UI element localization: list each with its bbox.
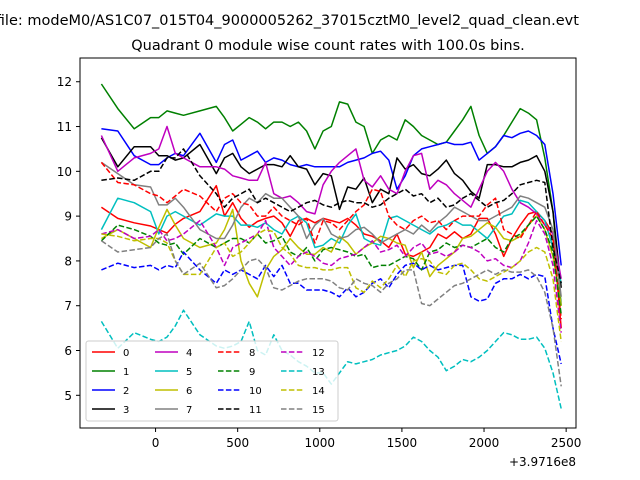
legend-label-2: 2: [123, 386, 129, 397]
legend-label-1: 1: [123, 367, 129, 378]
legend-label-8: 8: [249, 348, 255, 359]
series-line-6: [101, 208, 562, 306]
x-axis: 0 500 1000 1500 2000 2500: [152, 428, 582, 450]
axes-frame: [79, 57, 577, 429]
y-tick-label: 7: [64, 299, 72, 313]
legend-label-12: 12: [312, 348, 325, 359]
y-tick-label: 8: [64, 254, 72, 268]
y-tick-label: 11: [57, 120, 72, 134]
series-layer: [100, 83, 562, 409]
series-line-15: [100, 233, 562, 387]
y-tick-label: 9: [64, 210, 72, 224]
series-line-5: [100, 197, 562, 284]
series-line-3: [100, 137, 562, 288]
legend-label-5: 5: [186, 367, 192, 378]
legend-frame: [85, 340, 339, 422]
x-tick-label: 1500: [387, 436, 418, 450]
x-offset-label: +3.9716e8: [509, 455, 576, 469]
series-line-11: [101, 148, 562, 284]
legend-label-10: 10: [249, 386, 262, 397]
legend-label-7: 7: [186, 405, 192, 416]
y-tick-label: 6: [64, 344, 72, 358]
series-line-14: [101, 228, 562, 342]
series-line-4: [100, 125, 562, 279]
series-line-12: [101, 219, 562, 333]
series-line-9: [100, 215, 562, 315]
chart-title: Quadrant 0 module wise count rates with …: [131, 38, 525, 54]
suptitle: n file: modeM0/AS1C07_015T04_9000005262_…: [0, 13, 579, 29]
y-axis: 5 6 7 8 9 10 11 12: [57, 75, 80, 403]
x-tick-label: 2000: [469, 436, 500, 450]
series-line-8: [100, 161, 562, 320]
legend-label-15: 15: [312, 405, 325, 416]
legend-label-3: 3: [123, 405, 129, 416]
x-tick-label: 0: [152, 436, 160, 450]
legend-label-0: 0: [123, 348, 129, 359]
x-tick-label: 1000: [305, 436, 336, 450]
y-tick-label: 12: [57, 75, 72, 89]
y-tick-label: 10: [57, 165, 72, 179]
legend-label-13: 13: [312, 367, 325, 378]
series-line-13: [100, 309, 562, 409]
legend-label-9: 9: [249, 367, 255, 378]
x-tick-label: 2500: [551, 436, 582, 450]
series-line-0: [100, 184, 562, 329]
legend-label-4: 4: [186, 348, 192, 359]
legend-label-11: 11: [249, 405, 262, 416]
legend-label-14: 14: [312, 386, 325, 397]
x-tick-label: 500: [226, 436, 249, 450]
series-line-2: [101, 128, 562, 266]
y-tick-label: 5: [64, 389, 72, 403]
legend-label-6: 6: [186, 386, 192, 397]
